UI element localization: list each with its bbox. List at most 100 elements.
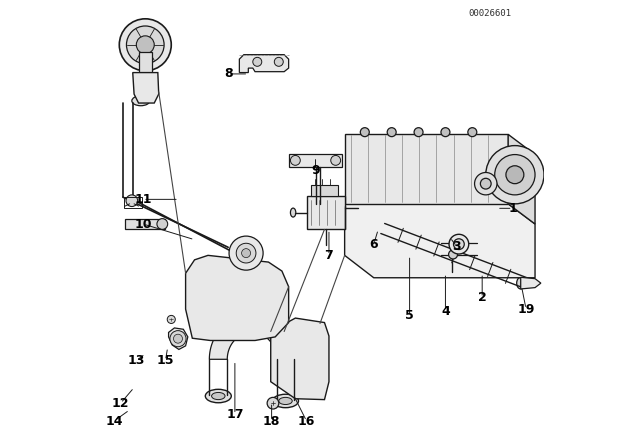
Ellipse shape: [457, 243, 479, 255]
Text: 2: 2: [478, 291, 486, 305]
Text: 5: 5: [405, 309, 414, 323]
Ellipse shape: [137, 81, 155, 94]
Polygon shape: [132, 73, 159, 103]
Ellipse shape: [484, 265, 488, 273]
Polygon shape: [345, 134, 508, 204]
Circle shape: [486, 146, 544, 204]
Circle shape: [127, 26, 164, 64]
Text: 3: 3: [452, 240, 461, 253]
Ellipse shape: [362, 235, 386, 249]
Text: 12: 12: [112, 396, 129, 410]
Ellipse shape: [314, 362, 327, 372]
Text: 00026601: 00026601: [468, 9, 512, 18]
Circle shape: [173, 334, 182, 343]
Ellipse shape: [214, 274, 236, 292]
Circle shape: [157, 219, 168, 229]
Circle shape: [360, 128, 369, 137]
Ellipse shape: [273, 349, 287, 359]
Ellipse shape: [472, 237, 490, 246]
Polygon shape: [521, 277, 541, 289]
Ellipse shape: [198, 289, 209, 307]
Ellipse shape: [242, 277, 255, 287]
Text: 18: 18: [263, 414, 280, 428]
Polygon shape: [508, 134, 535, 224]
Ellipse shape: [365, 237, 383, 246]
Circle shape: [126, 195, 138, 207]
Ellipse shape: [401, 237, 419, 246]
Text: 11: 11: [134, 193, 152, 206]
Ellipse shape: [265, 281, 275, 297]
Ellipse shape: [273, 394, 298, 408]
Circle shape: [468, 128, 477, 137]
Ellipse shape: [279, 397, 292, 405]
Circle shape: [253, 57, 262, 66]
Ellipse shape: [260, 275, 279, 303]
Ellipse shape: [397, 235, 422, 249]
Ellipse shape: [276, 351, 284, 357]
Bar: [307, 196, 344, 229]
Ellipse shape: [141, 83, 152, 91]
Text: 4: 4: [441, 305, 450, 318]
Polygon shape: [209, 314, 294, 359]
Circle shape: [475, 172, 497, 195]
Polygon shape: [239, 55, 289, 73]
Ellipse shape: [516, 277, 525, 289]
Circle shape: [441, 128, 450, 137]
Circle shape: [414, 128, 423, 137]
Ellipse shape: [287, 340, 295, 346]
Polygon shape: [345, 204, 535, 278]
Circle shape: [167, 315, 175, 323]
Ellipse shape: [132, 96, 150, 106]
Ellipse shape: [193, 280, 214, 315]
Ellipse shape: [205, 389, 231, 403]
Circle shape: [387, 128, 396, 137]
Ellipse shape: [302, 377, 316, 387]
Ellipse shape: [316, 365, 324, 370]
Text: 8: 8: [224, 67, 232, 81]
Text: 19: 19: [517, 302, 535, 316]
Ellipse shape: [497, 265, 502, 273]
Circle shape: [495, 155, 535, 195]
Circle shape: [449, 250, 458, 259]
Circle shape: [481, 178, 491, 189]
Ellipse shape: [305, 379, 313, 384]
Circle shape: [454, 239, 464, 250]
Circle shape: [291, 155, 300, 165]
Ellipse shape: [439, 243, 461, 255]
Bar: [125, 219, 166, 229]
Text: 15: 15: [157, 354, 174, 367]
Circle shape: [275, 57, 284, 66]
Circle shape: [170, 331, 186, 347]
Text: 14: 14: [105, 414, 123, 428]
Polygon shape: [271, 318, 329, 400]
Circle shape: [229, 236, 263, 270]
Polygon shape: [168, 328, 188, 349]
Text: 6: 6: [369, 237, 378, 251]
Circle shape: [267, 397, 279, 409]
Ellipse shape: [219, 278, 231, 288]
Ellipse shape: [502, 265, 506, 273]
Text: 10: 10: [134, 217, 152, 231]
Circle shape: [236, 243, 256, 263]
Ellipse shape: [433, 235, 458, 249]
Ellipse shape: [212, 392, 225, 400]
Ellipse shape: [232, 312, 242, 319]
Bar: [289, 154, 342, 167]
Circle shape: [506, 166, 524, 184]
Ellipse shape: [305, 347, 313, 352]
Text: 17: 17: [226, 408, 244, 421]
Ellipse shape: [237, 273, 260, 291]
Polygon shape: [186, 255, 289, 340]
Circle shape: [136, 36, 154, 54]
Text: 7: 7: [324, 249, 333, 262]
Ellipse shape: [493, 265, 497, 273]
Text: 1: 1: [508, 202, 517, 215]
Text: 9: 9: [311, 164, 320, 177]
Ellipse shape: [228, 309, 246, 323]
Bar: [124, 197, 141, 208]
Ellipse shape: [284, 338, 298, 348]
Ellipse shape: [488, 265, 493, 273]
Ellipse shape: [291, 208, 296, 217]
Text: 16: 16: [298, 414, 316, 428]
Ellipse shape: [302, 345, 316, 354]
